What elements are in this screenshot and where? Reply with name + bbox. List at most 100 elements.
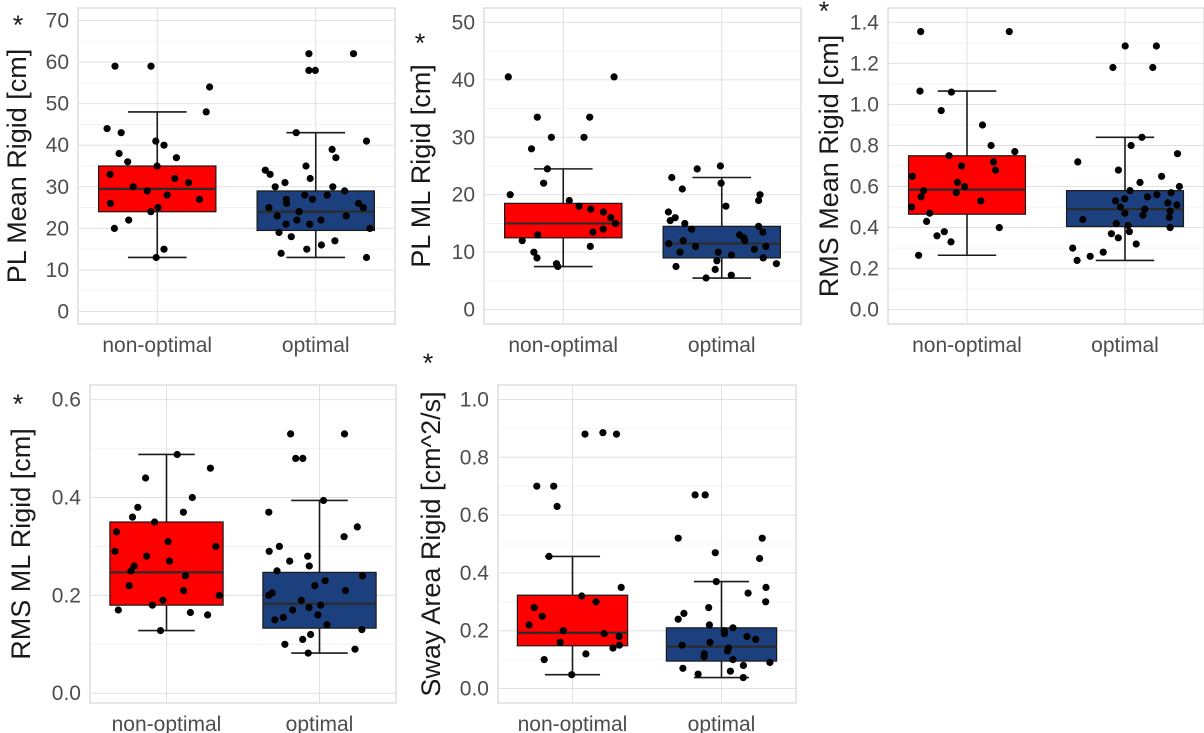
data-point bbox=[302, 162, 310, 170]
data-point bbox=[552, 260, 561, 268]
data-point bbox=[349, 50, 358, 58]
data-point bbox=[287, 233, 295, 241]
data-point bbox=[1167, 189, 1175, 197]
data-point bbox=[533, 482, 541, 490]
iqr-box bbox=[109, 521, 224, 606]
data-point bbox=[671, 214, 679, 222]
data-point bbox=[756, 554, 764, 563]
data-point bbox=[281, 179, 289, 187]
data-point bbox=[317, 216, 325, 224]
data-point bbox=[358, 572, 367, 580]
data-point bbox=[759, 254, 767, 262]
data-point bbox=[212, 542, 220, 551]
data-point bbox=[351, 645, 359, 653]
data-point bbox=[311, 582, 319, 590]
data-point bbox=[586, 113, 594, 121]
data-point bbox=[681, 219, 689, 228]
data-point bbox=[319, 496, 328, 505]
data-point bbox=[1164, 199, 1172, 207]
data-point bbox=[292, 129, 300, 137]
data-point bbox=[305, 562, 313, 570]
data-point bbox=[323, 191, 331, 199]
data-point bbox=[115, 149, 123, 158]
data-point bbox=[1132, 240, 1140, 248]
data-point bbox=[766, 658, 774, 667]
data-point bbox=[592, 598, 600, 606]
data-point bbox=[1116, 203, 1124, 211]
data-point bbox=[271, 616, 279, 624]
data-point bbox=[729, 624, 737, 632]
data-point bbox=[111, 547, 119, 555]
y-tick-label: 60 bbox=[46, 51, 69, 74]
data-point bbox=[937, 107, 945, 115]
data-point bbox=[297, 596, 305, 604]
data-point bbox=[664, 208, 673, 216]
data-point bbox=[1073, 256, 1081, 264]
data-point bbox=[328, 145, 336, 153]
data-point bbox=[674, 615, 682, 623]
data-point bbox=[1114, 234, 1122, 242]
data-point bbox=[156, 627, 165, 635]
data-point bbox=[506, 191, 514, 199]
data-point bbox=[1011, 148, 1019, 156]
data-point bbox=[1158, 172, 1166, 180]
data-point bbox=[947, 238, 955, 246]
data-point bbox=[332, 154, 340, 162]
data-point bbox=[1139, 211, 1147, 219]
data-point bbox=[926, 209, 934, 217]
y-tick-label: 70 bbox=[46, 9, 69, 32]
significance-star: * bbox=[13, 389, 24, 419]
data-point bbox=[277, 249, 285, 257]
y-tick-label: 1.4 bbox=[850, 11, 880, 34]
y-tick-label: 0.8 bbox=[460, 446, 489, 469]
data-point bbox=[565, 196, 573, 205]
data-point bbox=[147, 62, 155, 70]
data-point bbox=[295, 208, 303, 216]
data-point bbox=[206, 464, 214, 472]
x-tick-label: non-optimal bbox=[112, 713, 222, 733]
data-point bbox=[711, 549, 719, 557]
data-point bbox=[112, 528, 121, 536]
data-point bbox=[722, 202, 730, 210]
data-point bbox=[712, 578, 720, 586]
data-point bbox=[540, 179, 548, 187]
data-point bbox=[1165, 213, 1173, 221]
y-tick-label: 0.4 bbox=[52, 487, 82, 510]
data-point bbox=[1069, 244, 1077, 252]
data-point bbox=[727, 251, 736, 259]
data-point bbox=[525, 621, 533, 629]
data-point bbox=[305, 604, 313, 612]
data-point bbox=[1086, 252, 1094, 260]
data-point bbox=[1121, 195, 1129, 203]
data-point bbox=[273, 212, 281, 220]
data-point bbox=[359, 204, 367, 212]
panel-4: 0.0 0.2 0.4 0.6 non-optimal optimal RMS ML Rig… bbox=[6, 384, 397, 733]
data-point bbox=[331, 237, 339, 245]
data-point bbox=[164, 538, 172, 546]
data-point bbox=[1153, 191, 1161, 199]
data-point bbox=[680, 609, 688, 618]
y-tick-label: 30 bbox=[452, 126, 475, 149]
y-tick-label: 40 bbox=[452, 69, 475, 92]
data-point bbox=[1124, 221, 1132, 230]
data-point bbox=[727, 271, 735, 279]
data-point bbox=[1121, 42, 1129, 50]
data-point bbox=[672, 262, 680, 271]
data-point bbox=[128, 513, 137, 521]
data-point bbox=[204, 611, 212, 619]
y-tick-label: 0.2 bbox=[460, 620, 489, 643]
x-tick-label: non-optimal bbox=[102, 334, 212, 357]
data-point bbox=[299, 454, 307, 462]
data-point bbox=[989, 158, 998, 166]
data-point bbox=[762, 583, 770, 592]
data-point bbox=[676, 248, 684, 256]
data-point bbox=[947, 88, 956, 96]
data-point bbox=[714, 248, 722, 256]
data-point bbox=[518, 237, 526, 245]
data-point bbox=[923, 217, 931, 225]
data-point bbox=[106, 170, 114, 178]
data-point bbox=[308, 195, 317, 203]
y-tick-label: 1.0 bbox=[850, 93, 879, 116]
panel-5: 0.0 0.2 0.4 0.6 0.8 1.0 non-optimal optimal Sway… bbox=[416, 348, 797, 733]
data-point bbox=[908, 203, 916, 211]
